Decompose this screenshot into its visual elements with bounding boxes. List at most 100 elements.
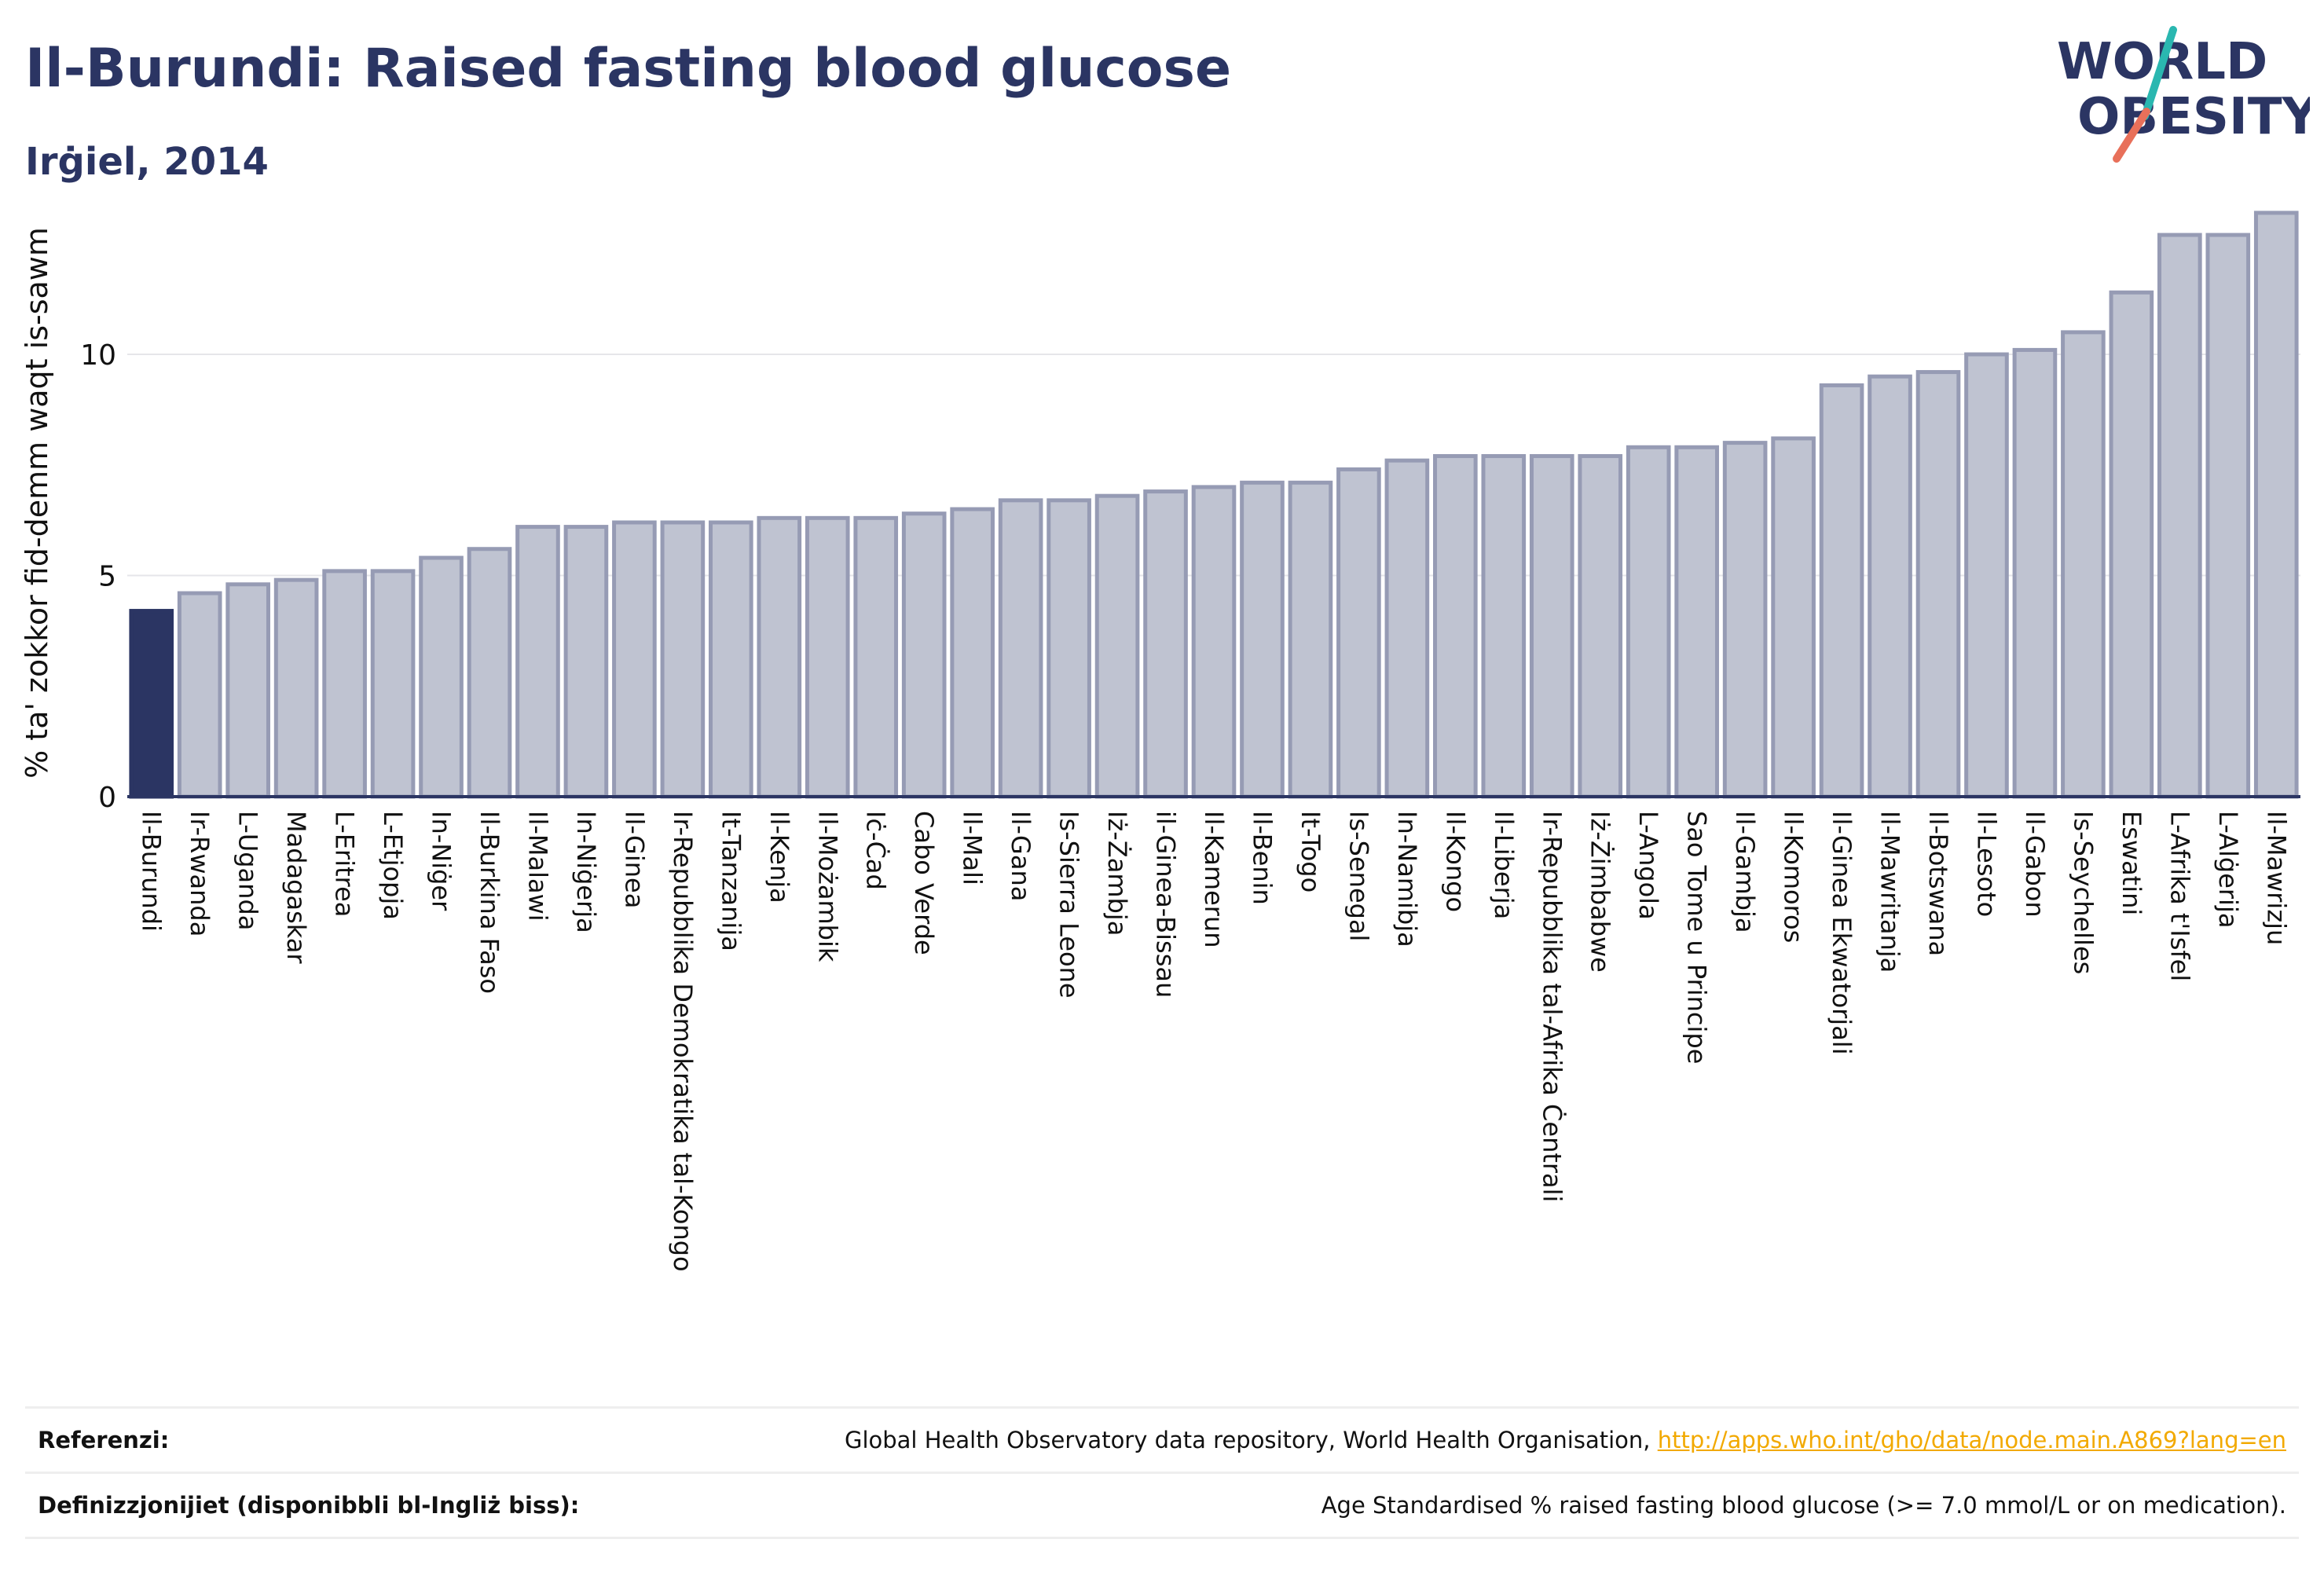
x-tick-label: Cabo Verde [909,811,939,955]
bar[interactable] [901,511,947,799]
x-tick-label: Il-Gabon [2020,811,2050,918]
x-tick-label: Il-Kenja [764,811,794,903]
x-tick-label: Iż-Żambja [1102,811,1132,936]
x-tick-label: It-Tanzanija [716,811,746,951]
bar[interactable] [1529,454,1574,799]
x-tick-label: Il-Lesoto [1971,811,2001,917]
x-tick-label: Is-Senegal [1343,811,1373,941]
x-tick-label: Madagaskar [281,811,311,964]
y-tick-label: 0 [98,782,116,814]
chart-subtitle: Irġiel, 2014 [25,140,269,184]
bar[interactable] [1915,370,1961,799]
x-tick-label: Il-Mali [958,811,988,885]
bar[interactable] [1240,480,1285,799]
x-tick-label: Il-Ginea [619,811,649,908]
bar[interactable] [1626,445,1671,799]
x-tick-label: Il-Malawi [522,811,552,922]
x-tick-label: L-Alġerija [2213,811,2243,928]
bar[interactable] [1288,480,1333,799]
bar[interactable] [467,547,512,799]
bar[interactable] [273,577,319,799]
bar[interactable] [2012,347,2058,799]
x-tick-label: L-Eritrea [330,811,360,917]
x-tick-label: Il-Możambik [812,811,842,962]
bar[interactable] [1578,454,1623,799]
bar[interactable] [1094,493,1140,799]
logo-slash-coral [2113,108,2150,163]
logo-slash-teal [2141,26,2177,120]
bar[interactable] [1433,454,1478,799]
x-tick-label: Il-Burundi [137,811,167,932]
bar[interactable] [1336,467,1381,799]
y-tick-label: 10 [80,339,116,372]
bar[interactable] [225,582,270,799]
x-tick-label: L-Etjopja [378,811,408,920]
bar[interactable] [1047,498,1091,799]
world-obesity-logo: WORLD OBESITY [2057,26,2310,163]
x-tick-label: Il-Gana [1006,811,1036,901]
x-tick-label: Iċ-Ċad [861,811,891,890]
x-tick-label: Ir-Rwanda [185,811,214,936]
bars [129,211,2299,799]
x-tick-label: Is-Seychelles [2068,811,2098,974]
footer-table: Referenzi: Global Health Observatory dat… [25,1406,2299,1539]
bar[interactable] [950,507,995,799]
x-tick-label: Eswatini [2117,811,2146,915]
x-tick-label: Il-Botswana [1923,811,1953,956]
x-tick-label: Il-Liberja [1489,811,1519,919]
definitions-label: Definizzjonijiet (disponibbli bl-Ingliż … [38,1492,580,1519]
bar[interactable] [757,515,802,799]
bar[interactable] [1481,454,1527,799]
bar[interactable] [660,520,706,799]
bar[interactable] [998,498,1043,799]
bar[interactable] [419,555,464,799]
bar[interactable] [1722,441,1768,799]
bar[interactable] [129,609,174,799]
x-tick-label: L-Afrika t'Isfel [2165,811,2194,981]
x-tick-label: Ir-Repubblika Demokratika tal-Kongo [668,811,698,1272]
bar[interactable] [370,569,416,799]
bar[interactable] [612,520,657,799]
y-axis-title: % ta' zokkor fid-demm waqt is-sawm [20,227,54,779]
x-tick-label: Il-Mawrizju [2261,811,2291,945]
x-tick-label: Is-Sierra Leone [1054,811,1084,999]
bar[interactable] [2109,290,2154,799]
axes: 0 5 10 [80,339,2300,814]
bar[interactable] [1964,352,2009,799]
x-tick-label: Il-Kongo [1440,811,1470,912]
bar[interactable] [2253,211,2299,799]
chart-title: Il-Burundi: Raised fasting blood glucose [25,38,1232,100]
x-tick-label: In-Namibja [1392,811,1422,947]
bar[interactable] [1674,445,1719,799]
y-tick-label: 5 [98,561,116,593]
bar[interactable] [709,520,753,799]
bar[interactable] [1384,458,1430,799]
x-tick-label: In-Niġerja [571,811,601,933]
definitions-row: Definizzjonijiet (disponibbli bl-Ingliż … [25,1472,2299,1539]
x-tick-labels: Il-Burundi Ir-Rwanda L-Uganda Madagaskar L-E… [137,811,2292,1272]
x-tick-label: il-Ginea-Bissau [1151,811,1181,998]
references-link[interactable]: http://apps.who.int/gho/data/node.main.A… [1657,1427,2286,1453]
bar[interactable] [563,525,609,799]
bar[interactable] [515,525,560,799]
bar[interactable] [2061,330,2106,799]
bar[interactable] [1771,436,1816,799]
logo-word-obesity: OBESITY [2077,88,2310,146]
x-tick-label: Il-Benin [1247,811,1277,905]
bar[interactable] [322,569,367,799]
bar[interactable] [1868,374,1912,799]
bar[interactable] [1819,383,1864,799]
bar[interactable] [177,591,222,799]
bar[interactable] [2205,233,2251,799]
x-tick-label: L-Angola [1633,811,1663,920]
x-tick-label: Il-Ginea Ekwatorjali [1827,811,1857,1055]
x-tick-label: L-Uganda [233,811,263,930]
bar[interactable] [1143,489,1188,799]
bar[interactable] [805,515,850,799]
x-tick-label: Il-Gambja [1730,811,1760,933]
bar[interactable] [853,515,899,799]
x-tick-label: Sao Tome u Principe [1682,811,1712,1064]
bar[interactable] [2157,233,2202,799]
x-tick-label: In-Niġer [427,811,456,911]
bar[interactable] [1191,485,1237,799]
